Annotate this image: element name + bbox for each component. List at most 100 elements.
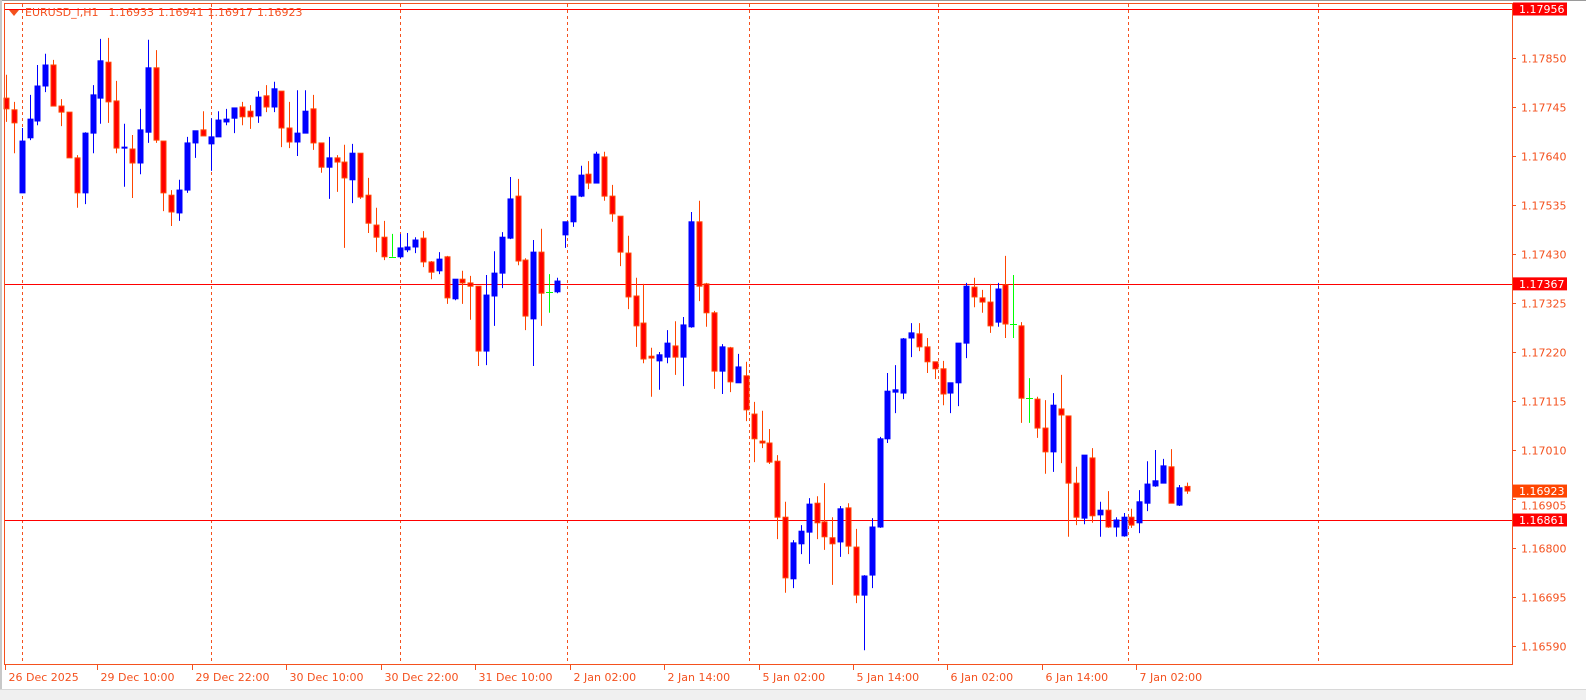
candle-body (1042, 427, 1049, 453)
candle-body (688, 221, 695, 328)
candle-body (829, 537, 836, 545)
candle-body (239, 106, 246, 118)
candle-body (1128, 516, 1135, 526)
candle (105, 37, 112, 123)
candle (900, 338, 907, 400)
candle (593, 151, 600, 184)
candle-body (955, 342, 962, 384)
candle (735, 353, 742, 384)
candle (42, 53, 49, 93)
candle (743, 361, 750, 422)
price-tick-label: 1.17010 (1521, 445, 1567, 458)
candle (1105, 491, 1112, 528)
time-axis[interactable]: 26 Dec 2025 29 Dec 10:00 29 Dec 22:00 30 De… (5, 665, 1203, 684)
candle-body (357, 152, 364, 198)
window-left-edge (0, 0, 2, 689)
candle (530, 240, 537, 366)
ohlc-close: 1.16923 (256, 6, 303, 19)
candle-body (1121, 516, 1128, 537)
candle (215, 111, 222, 138)
candle (995, 282, 1002, 327)
candle-body (1113, 519, 1120, 528)
candle (444, 255, 451, 304)
candle (145, 39, 152, 143)
candle-body (58, 105, 65, 113)
candle (452, 278, 459, 301)
candle-body (90, 94, 97, 134)
candle (633, 277, 640, 347)
candle-body (924, 346, 931, 363)
candle (829, 517, 836, 585)
candle-body (444, 256, 451, 299)
candle-body (491, 272, 498, 297)
candle-body (82, 132, 89, 194)
candle (821, 483, 828, 550)
candle (680, 317, 687, 387)
candle-body (995, 288, 1002, 323)
candle-body (900, 338, 907, 394)
candle (1034, 396, 1041, 438)
candle-body (137, 129, 144, 164)
candle (625, 235, 632, 310)
candle (1160, 458, 1167, 484)
candle (640, 283, 647, 364)
candle (1058, 374, 1065, 464)
candle-body (1184, 485, 1191, 492)
candle-body (877, 438, 884, 528)
price-axis[interactable]: 1.17850 1.17745 1.17640 1.17535 1.17430 1.173… (1512, 2, 1567, 654)
dropdown-triangle-icon[interactable] (9, 9, 19, 16)
time-tick-label: 2 Jan 14:00 (668, 671, 731, 684)
candle (294, 90, 301, 156)
candle-body (452, 278, 459, 300)
candle (916, 323, 923, 352)
candle (703, 282, 710, 327)
candle-body (735, 366, 742, 384)
candle-body (176, 189, 183, 214)
candle (719, 344, 726, 394)
price-tick-label: 1.17535 (1521, 200, 1567, 213)
candle-body (578, 174, 585, 197)
candle-body (798, 530, 805, 545)
candle (711, 310, 718, 389)
candle (578, 165, 585, 198)
candle (751, 401, 758, 463)
candle (908, 323, 915, 358)
candle-body (853, 546, 860, 596)
price-tick-label: 1.17430 (1521, 249, 1567, 262)
candle-body (727, 347, 734, 383)
candle (404, 233, 411, 253)
time-tick-label: 5 Jan 02:00 (763, 671, 826, 684)
time-tick-label: 7 Jan 02:00 (1140, 671, 1203, 684)
candle (727, 346, 734, 393)
candle-body (617, 215, 624, 253)
candle-body (286, 127, 293, 143)
time-tick-label: 6 Jan 02:00 (951, 671, 1014, 684)
candle (688, 212, 695, 328)
candle-body (1152, 480, 1159, 487)
candle (814, 496, 821, 540)
candle (34, 65, 41, 126)
candle (932, 361, 939, 380)
candle-body (609, 195, 616, 215)
candle (1065, 415, 1072, 537)
candle (617, 215, 624, 267)
candle (459, 270, 466, 304)
candle (184, 136, 191, 193)
candle-body (302, 110, 309, 134)
candle (1042, 400, 1049, 474)
candle (987, 283, 994, 333)
candle-body (105, 61, 112, 103)
candle (601, 151, 608, 201)
status-strip (0, 689, 1586, 700)
candle-body (1097, 509, 1104, 516)
candle-body (593, 153, 600, 184)
candle (381, 220, 388, 261)
candle-body (538, 251, 545, 294)
candle-body (11, 109, 18, 124)
ohlc-open: 1.16933 (108, 6, 154, 19)
candle-body (349, 152, 356, 181)
candle-body (231, 107, 238, 119)
candle-body (869, 526, 876, 576)
candle-body (271, 88, 278, 108)
